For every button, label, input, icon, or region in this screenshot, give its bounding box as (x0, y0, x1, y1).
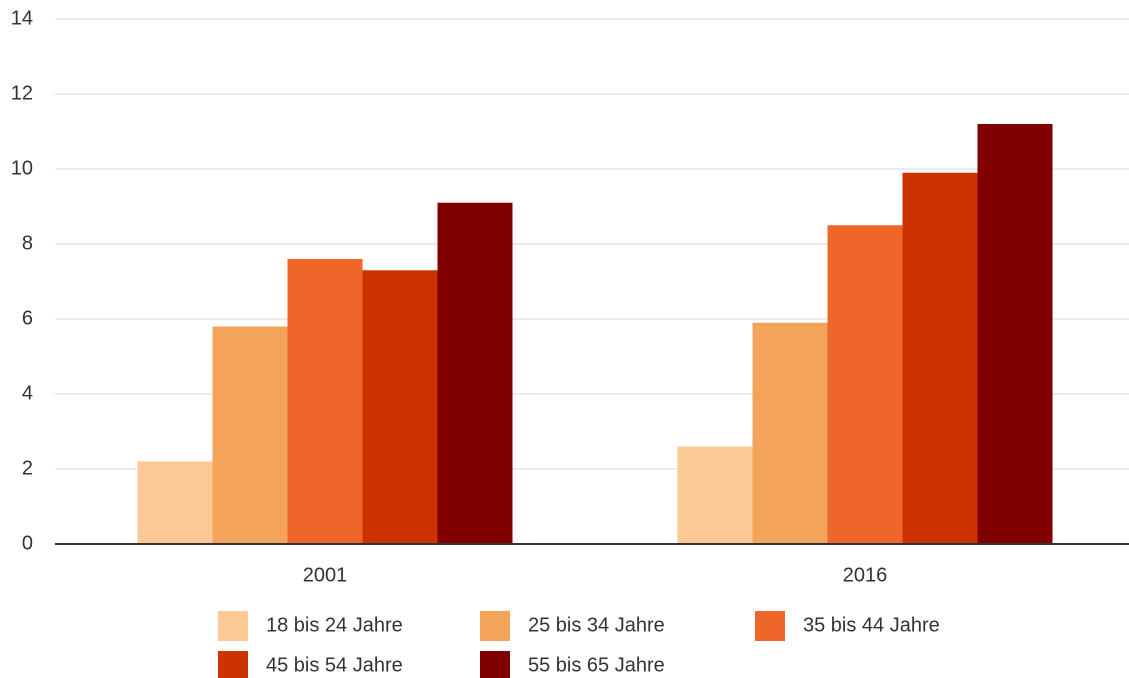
bar (437, 202, 513, 544)
y-tick-label: 8 (22, 232, 33, 254)
y-tick-label: 4 (22, 382, 33, 404)
bar (287, 259, 363, 544)
legend-label: 35 bis 44 Jahre (803, 614, 940, 636)
bar (137, 461, 213, 544)
bar (212, 326, 288, 544)
y-tick-label: 0 (22, 532, 33, 554)
legend-swatch (218, 651, 248, 678)
y-tick-label: 14 (11, 7, 33, 29)
bar (827, 225, 903, 544)
legend-swatch (218, 611, 248, 641)
y-tick-label: 12 (11, 82, 33, 104)
bar (677, 446, 753, 544)
legend-swatch (480, 651, 510, 678)
legend-swatch (755, 611, 785, 641)
bar (902, 172, 978, 544)
x-tick-label: 2001 (303, 564, 348, 586)
x-tick-label: 2016 (843, 564, 888, 586)
bar (752, 322, 828, 544)
legend-label: 18 bis 24 Jahre (266, 614, 403, 636)
y-tick-label: 10 (11, 157, 33, 179)
bar (362, 270, 438, 544)
bar (977, 124, 1053, 544)
y-tick-label: 6 (22, 307, 33, 329)
legend-label: 45 bis 54 Jahre (266, 654, 403, 676)
legend-label: 25 bis 34 Jahre (528, 614, 665, 636)
y-tick-label: 2 (22, 457, 33, 479)
legend-swatch (480, 611, 510, 641)
legend-label: 55 bis 65 Jahre (528, 654, 665, 676)
